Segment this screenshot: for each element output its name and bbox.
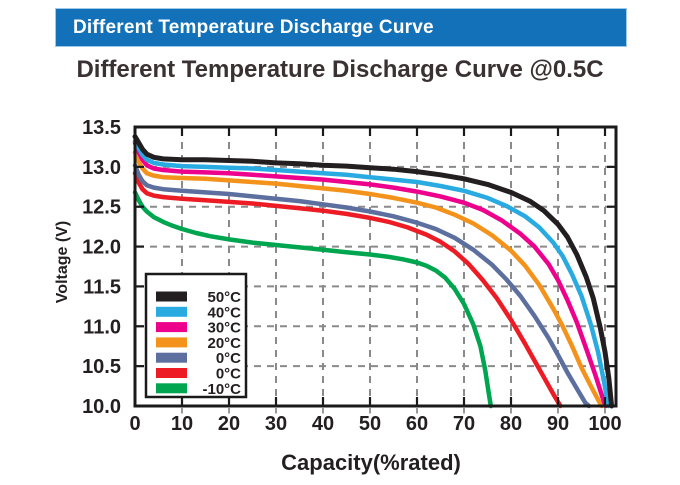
header-banner: Different Temperature Discharge Curve <box>55 8 627 47</box>
curve-50C <box>132 134 615 409</box>
chart-title: Different Temperature Discharge Curve @0… <box>76 56 604 83</box>
legend-label: 30°C <box>207 320 241 337</box>
x-axis-title: Capacity(%rated) <box>281 450 461 475</box>
legend-swatch <box>156 368 187 378</box>
x-tick-label: 90 <box>547 413 569 435</box>
y-tick-label: 13.5 <box>82 117 121 139</box>
legend-label: 50°C <box>207 289 241 306</box>
x-tick-label: 80 <box>500 413 522 435</box>
legend-swatch <box>156 352 187 363</box>
legend-swatch <box>156 306 187 317</box>
legend-label: 0°C <box>216 350 241 367</box>
y-tick-label: 13.0 <box>82 157 121 179</box>
x-tick-label: 0 <box>129 413 140 435</box>
x-tick-label: 20 <box>218 413 240 435</box>
legend-swatch <box>156 383 187 394</box>
y-tick-label: 10.0 <box>82 396 121 418</box>
x-tick-label: 50 <box>359 413 381 435</box>
legend-label: 20°C <box>207 335 241 352</box>
curve--10C <box>132 190 494 409</box>
plot-border <box>133 125 618 408</box>
x-tick-label: 30 <box>265 413 287 435</box>
legend-label: 40°C <box>207 304 241 321</box>
legend-swatch <box>156 322 187 333</box>
curve-0C <box>132 163 592 409</box>
legend-swatch <box>156 337 187 348</box>
y-tick-label: 12.5 <box>82 197 121 219</box>
y-tick-label: 11.0 <box>83 316 121 338</box>
legend-label: -10°C <box>202 381 241 398</box>
curve-0C <box>132 170 563 409</box>
x-tick-label: 100 <box>588 413 621 435</box>
curve-20C <box>132 150 604 409</box>
banner-title: Different Temperature Discharge Curve <box>73 16 434 38</box>
y-tick-label: 12.0 <box>82 237 121 259</box>
curve-40C <box>132 139 611 409</box>
curve-30C <box>132 140 608 409</box>
legend-label: 0°C <box>216 366 241 383</box>
y-tick-label: 10.5 <box>82 356 121 378</box>
x-tick-label: 10 <box>171 413 193 435</box>
discharge-chart: 10.0 10.5 11.0 11.5 12.0 12.5 13.0 13.5 0 10 20 30 4… <box>82 117 622 435</box>
legend-swatch <box>156 291 187 302</box>
x-tick-label: 40 <box>312 413 334 435</box>
y-tick-label: 11.5 <box>83 276 121 298</box>
x-tick-label: 60 <box>406 413 428 435</box>
x-tick-label: 70 <box>453 413 475 435</box>
